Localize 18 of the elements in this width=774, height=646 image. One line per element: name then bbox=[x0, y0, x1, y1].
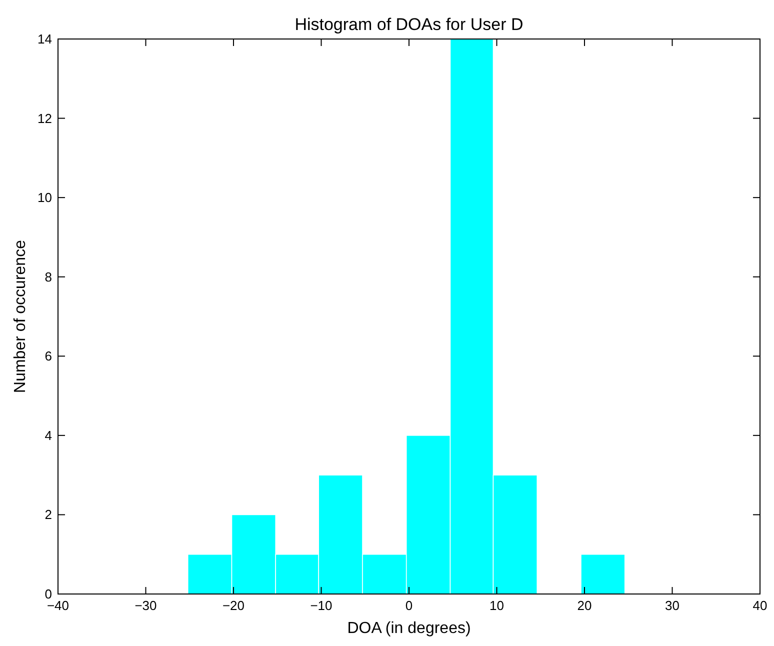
y-tick-label: 4 bbox=[44, 428, 52, 443]
x-tick-label: −20 bbox=[222, 598, 245, 613]
chart-title: Histogram of DOAs for User D bbox=[294, 15, 524, 34]
x-tick-label: 40 bbox=[752, 598, 768, 613]
x-tick-label: −30 bbox=[134, 598, 157, 613]
y-tick-label: 10 bbox=[38, 190, 52, 206]
y-tick-label: 8 bbox=[44, 269, 52, 284]
y-tick-label: 6 bbox=[44, 348, 52, 364]
y-axis-title: Number of occurence bbox=[12, 240, 29, 393]
x-axis-title: DOA (in degrees) bbox=[347, 620, 471, 637]
x-tick-label: −10 bbox=[310, 598, 332, 613]
x-tick-label: 0 bbox=[405, 598, 413, 613]
x-tick-label: 30 bbox=[665, 598, 680, 613]
y-tick-label: 14 bbox=[38, 32, 52, 46]
y-tick-label: 2 bbox=[44, 507, 52, 522]
x-tick-label: 10 bbox=[490, 598, 504, 613]
x-tick-label: 20 bbox=[577, 598, 592, 613]
y-tick-label: 12 bbox=[38, 110, 52, 126]
